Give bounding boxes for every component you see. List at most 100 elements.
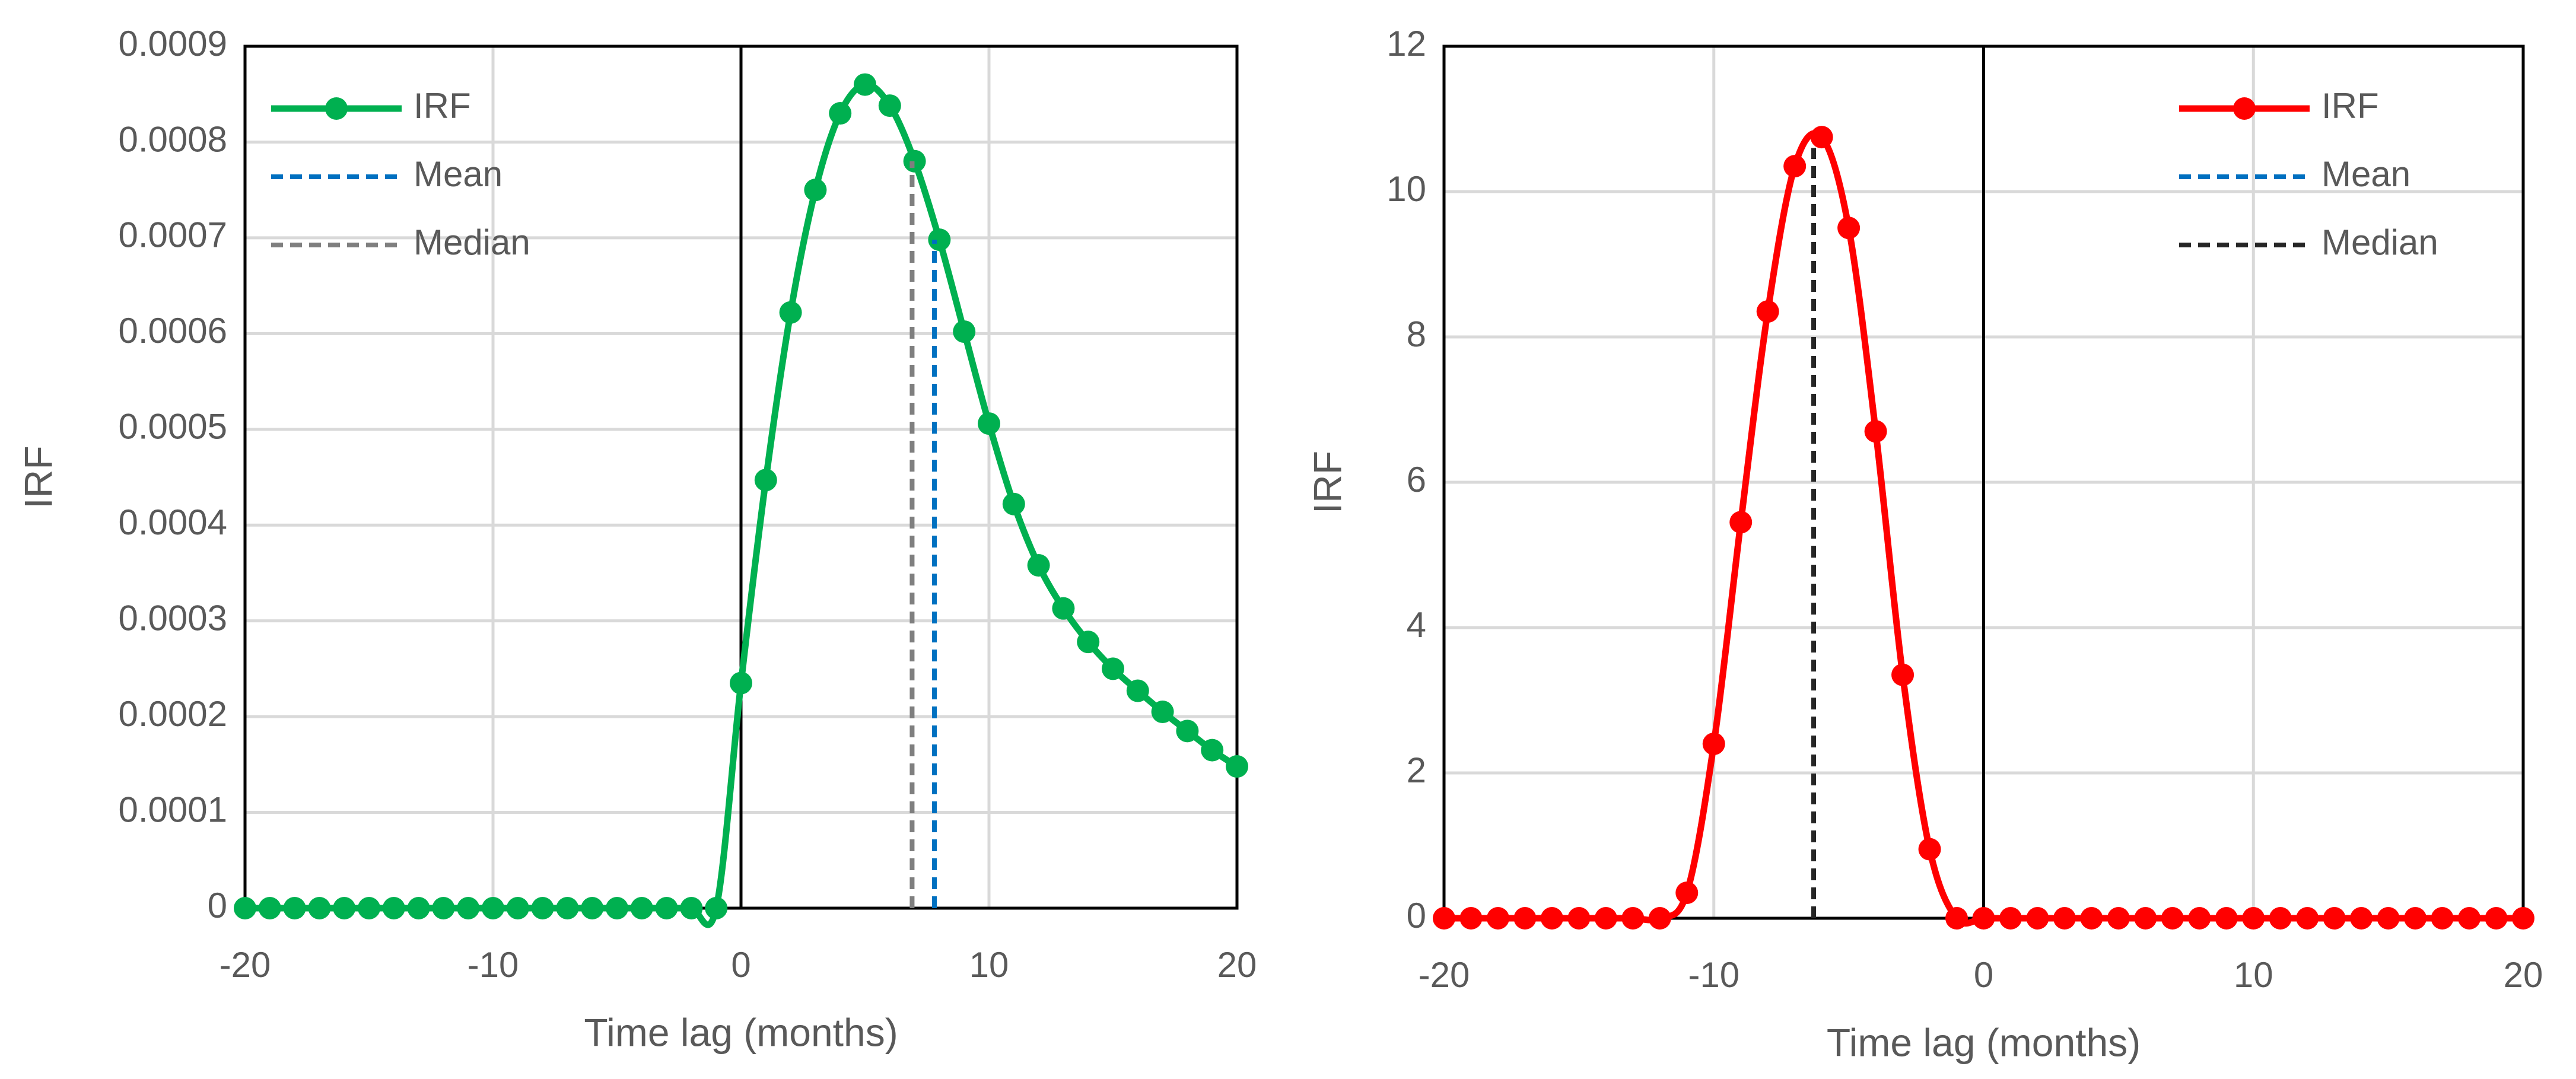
marker [1864,420,1887,443]
marker [779,301,802,324]
marker [1810,126,1833,149]
x-tick-label: -10 [468,945,519,985]
marker [1729,511,1753,534]
y-tick-label: 10 [1386,169,1426,209]
marker [283,897,306,919]
marker [705,897,728,919]
marker [1621,907,1645,930]
y-tick-label: 0.0001 [118,790,227,829]
marker [1176,720,1199,743]
marker [2485,907,2508,930]
marker [854,73,876,96]
x-tick-label: -20 [1419,955,1470,995]
marker [878,94,901,117]
plot-frame [243,44,1239,910]
marker [2188,907,2211,930]
y-tick-label: 0.0008 [118,119,227,159]
marker [506,897,529,919]
x-axis-title: Time lag (months) [1827,1020,2141,1064]
marker [2458,907,2481,930]
marker [2269,907,2292,930]
marker [358,897,380,919]
y-tick-label: 4 [1407,605,1426,645]
y-tick-label: 6 [1407,460,1426,499]
marker [1513,907,1537,930]
y-tick-label: 0.0007 [118,215,227,255]
legend-label: Median [414,222,530,262]
marker [680,897,703,919]
marker [1433,907,1455,930]
marker [1052,597,1075,620]
x-tick-label: 20 [1217,945,1257,985]
legend-marker [2233,97,2256,120]
y-tick-label: 0 [1407,896,1426,935]
x-tick-label: -10 [1688,955,1739,995]
marker [953,320,976,343]
marker [234,897,256,919]
marker [482,897,504,919]
y-tick-label: 12 [1386,24,1426,63]
marker [1918,838,1941,861]
y-tick-label: 8 [1407,314,1426,354]
marker [1459,907,1483,930]
marker [1126,679,1149,702]
y-tick-label: 0.0009 [118,24,227,63]
marker [2107,907,2130,930]
legend-label: Mean [2321,154,2410,194]
marker [978,412,1000,435]
marker [1756,300,1779,323]
marker [1594,907,1617,930]
marker [1201,739,1224,762]
marker [2323,907,2346,930]
marker [457,897,480,919]
marker [1226,755,1248,778]
marker [2512,907,2534,930]
marker [1486,907,1509,930]
x-tick-label: 10 [969,945,1009,985]
legend-label: Mean [414,154,503,194]
y-tick-label: 2 [1407,750,1426,790]
x-tick-label: 0 [1974,955,1993,995]
marker [1891,663,1914,686]
marker [928,228,951,252]
x-tick-label: 0 [731,945,750,985]
y-tick-label: 0.0003 [118,599,227,638]
marker [581,897,604,919]
y-tick-label: 0.0004 [118,502,227,542]
marker [2026,907,2049,930]
marker [655,897,678,919]
marker [2161,907,2184,930]
marker [407,897,430,919]
x-tick-label: 20 [2504,955,2543,995]
marker [1027,554,1050,577]
marker [730,671,752,695]
marker [308,897,331,919]
marker [1002,492,1025,515]
marker [1151,701,1174,724]
marker [606,897,628,919]
marker [1102,657,1124,680]
marker [2404,907,2427,930]
marker [804,179,827,202]
x-tick-label: 10 [2234,955,2273,995]
y-tick-label: 0.0002 [118,694,227,734]
marker [258,897,281,919]
marker [1972,907,1995,930]
marker [382,897,405,919]
marker [556,897,579,919]
legend-label: IRF [2321,86,2379,126]
y-tick-label: 0.0005 [118,407,227,447]
marker [1702,733,1725,755]
marker [2215,907,2238,930]
marker [1077,631,1100,654]
marker [1945,907,1968,930]
marker [1675,881,1699,905]
marker [2350,907,2373,930]
marker [2134,907,2157,930]
marker [2377,907,2400,930]
marker [2053,907,2076,930]
marker [1837,217,1861,240]
y-axis-title: IRF [16,445,60,508]
